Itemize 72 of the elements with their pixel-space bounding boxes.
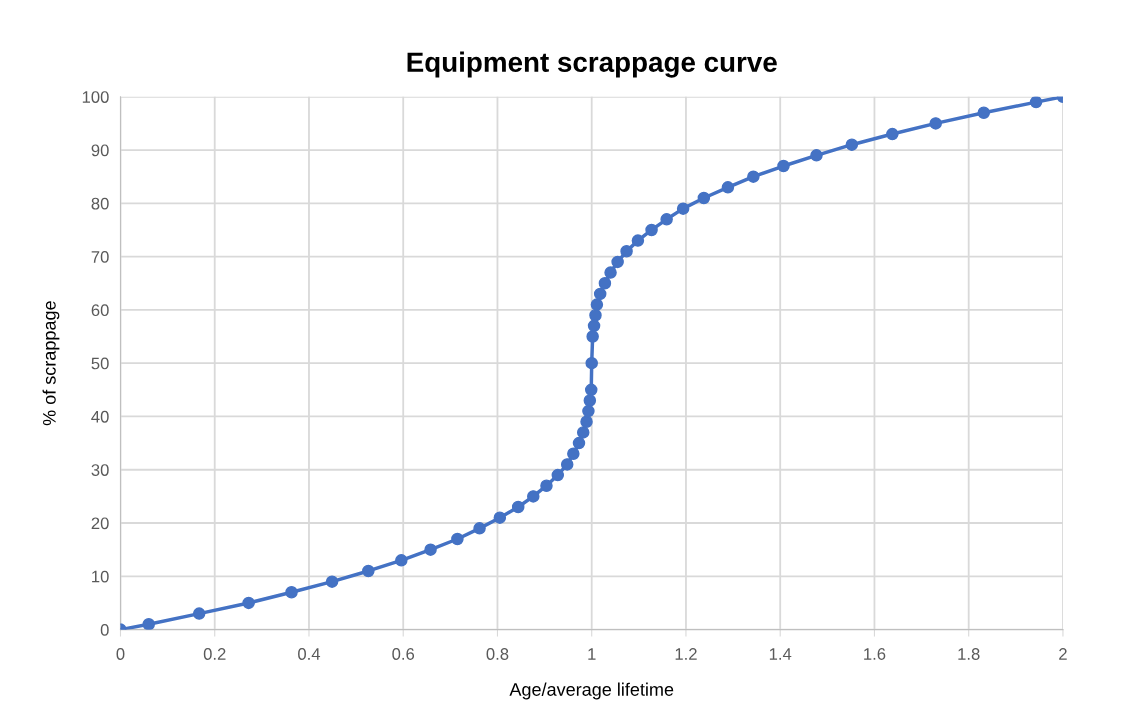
point — [584, 383, 598, 397]
point — [451, 532, 464, 546]
y-tick-label: 0 — [100, 623, 109, 636]
point — [676, 202, 690, 215]
point — [424, 543, 437, 556]
point — [587, 319, 601, 333]
y-axis-title: % of scrappage — [42, 301, 60, 426]
point — [590, 298, 604, 311]
point — [572, 436, 586, 450]
x-tick-label: 1.2 — [675, 648, 697, 660]
point — [586, 330, 599, 343]
point — [362, 564, 375, 578]
x-tick-label: 0 — [116, 648, 125, 660]
point — [192, 607, 206, 620]
point — [631, 234, 645, 247]
x-tick-label: 0.4 — [298, 648, 321, 660]
point — [325, 575, 339, 588]
point — [747, 170, 760, 183]
point — [593, 287, 607, 301]
point — [551, 468, 565, 482]
point — [777, 159, 790, 173]
point — [560, 458, 574, 471]
point — [567, 447, 580, 460]
point — [845, 138, 859, 151]
point — [1029, 96, 1043, 109]
point — [582, 404, 595, 418]
y-tick-label: 100 — [82, 91, 109, 103]
chart-title: Equipment scrappage curve — [407, 51, 777, 78]
point — [473, 522, 486, 535]
point — [540, 479, 553, 492]
point — [810, 149, 823, 162]
x-axis-title: Age/average lifetime — [509, 682, 674, 700]
point — [604, 266, 617, 279]
point — [242, 596, 255, 610]
point — [611, 255, 624, 269]
y-tick-label: 30 — [91, 464, 109, 476]
x-tick-label: 0.6 — [392, 648, 415, 660]
point — [583, 394, 597, 407]
point — [493, 511, 507, 524]
y-tick-label: 50 — [91, 357, 109, 370]
point — [977, 106, 991, 119]
point — [527, 490, 540, 503]
point — [929, 117, 942, 130]
y-tick-label: 60 — [91, 304, 109, 317]
y-tick-label: 90 — [91, 144, 109, 157]
point — [589, 308, 602, 322]
point — [142, 618, 156, 630]
point — [285, 586, 298, 599]
point — [585, 356, 598, 370]
point — [721, 181, 735, 194]
x-tick-label: 1.6 — [864, 648, 886, 660]
y-tick-label: 80 — [91, 197, 109, 210]
x-tick-label: 1.4 — [769, 648, 792, 660]
x-tick-label: 1.8 — [958, 648, 980, 660]
point — [620, 245, 633, 258]
point — [580, 415, 593, 429]
y-tick-label: 40 — [91, 410, 109, 423]
y-tick-label: 70 — [91, 251, 109, 263]
x-tick-label: 0.2 — [203, 648, 226, 660]
point — [576, 426, 590, 439]
point — [660, 213, 673, 226]
point — [645, 223, 658, 237]
point — [697, 191, 711, 205]
point — [395, 554, 408, 567]
x-tick-label: 1 — [588, 648, 596, 660]
x-tick-label: 2 — [1059, 648, 1067, 660]
point — [598, 276, 612, 290]
x-tick-label: 0.8 — [486, 648, 509, 660]
y-tick-label: 20 — [91, 517, 109, 530]
y-tick-label: 10 — [92, 570, 109, 583]
point — [886, 127, 899, 141]
point — [511, 500, 525, 514]
